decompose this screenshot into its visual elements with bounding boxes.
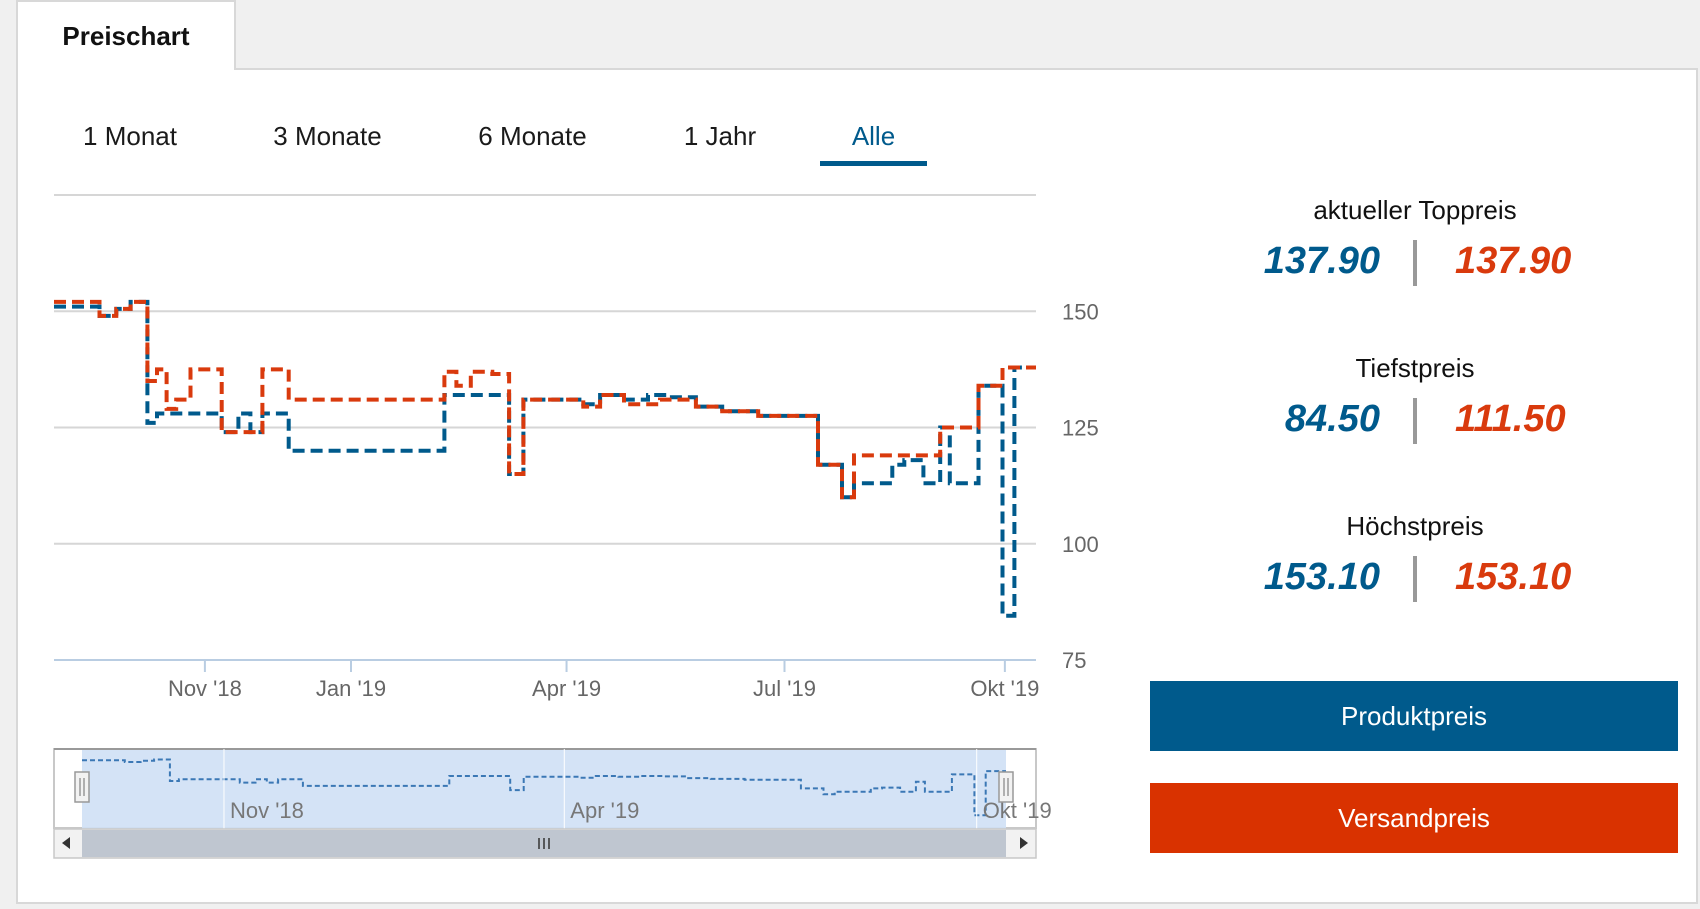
stat-divider <box>1413 240 1417 286</box>
range-button-3[interactable]: 6 Monate <box>478 121 587 151</box>
hoechstpreis-versand-value: 153.10 <box>1455 556 1572 598</box>
y-tick-label: 100 <box>1062 532 1099 557</box>
toppreis-title: aktueller Toppreis <box>1313 195 1517 225</box>
hoechstpreis-produkt-value: 153.10 <box>1263 556 1380 598</box>
produktpreis-button[interactable]: Produktpreis <box>1150 681 1678 751</box>
stat-divider <box>1413 398 1417 444</box>
range-button-4[interactable]: 1 Jahr <box>683 121 757 151</box>
navigator-handle-left[interactable] <box>74 771 90 803</box>
series-line-produkt <box>54 299 1036 618</box>
tiefstpreis-title: Tiefstpreis <box>1355 353 1475 383</box>
versandpreis-button[interactable]: Versandpreis <box>1150 783 1678 853</box>
y-tick-label: 75 <box>1062 648 1086 673</box>
x-tick-label: Jan '19 <box>316 676 386 701</box>
toppreis-versand-value: 137.90 <box>1455 240 1572 282</box>
price-chart: 75 100 125 150 Nov '18 Jan '19 Apr '19 Jul '19 O… <box>53 194 1099 859</box>
scroll-right-arrow-icon[interactable] <box>1020 837 1028 849</box>
tab-preischart[interactable]: Preischart <box>16 0 236 70</box>
series-line-versand <box>54 299 1036 500</box>
y-tick-label: 150 <box>1062 299 1099 324</box>
navigator-handle-right[interactable] <box>998 771 1014 803</box>
navigator-tick-label: Apr '19 <box>570 798 639 823</box>
x-tick-label: Okt '19 <box>970 676 1039 701</box>
tiefstpreis-versand-value: 111.50 <box>1455 398 1566 440</box>
navigator-selection <box>82 749 1006 829</box>
x-tick-label: Jul '19 <box>753 676 816 701</box>
range-button-1[interactable]: 1 Monat <box>83 121 177 151</box>
navigator-tick-label: Nov '18 <box>230 798 304 823</box>
navigator-series <box>82 758 1006 817</box>
scroll-left-arrow-icon[interactable] <box>62 837 70 849</box>
navigator-tick-label: Okt '19 <box>983 798 1052 823</box>
x-tick-label: Apr '19 <box>532 676 601 701</box>
range-button-2[interactable]: 3 Monate <box>273 121 382 151</box>
range-button-5[interactable]: Alle <box>820 116 927 166</box>
hoechstpreis-title: Höchstpreis <box>1346 511 1484 541</box>
x-tick-label: Nov '18 <box>168 676 242 701</box>
toppreis-produkt-value: 137.90 <box>1263 240 1380 282</box>
tiefstpreis-produkt-value: 84.50 <box>1284 398 1380 440</box>
stat-divider <box>1413 556 1417 602</box>
y-tick-label: 125 <box>1062 416 1099 441</box>
